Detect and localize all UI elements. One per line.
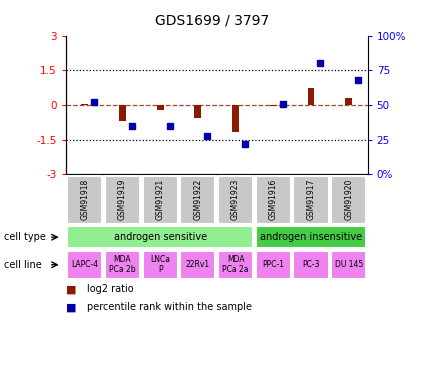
Text: DU 145: DU 145: [334, 260, 363, 269]
Text: GSM91920: GSM91920: [344, 179, 353, 220]
Bar: [270, 105, 277, 106]
Text: cell type: cell type: [4, 232, 46, 242]
Text: GSM91918: GSM91918: [80, 179, 89, 220]
Text: androgen insensitive: androgen insensitive: [260, 232, 362, 242]
Text: ■: ■: [66, 303, 76, 312]
Bar: [119, 105, 126, 121]
Text: percentile rank within the sample: percentile rank within the sample: [87, 303, 252, 312]
Text: log2 ratio: log2 ratio: [87, 285, 134, 294]
Text: GSM91923: GSM91923: [231, 179, 240, 220]
Bar: [81, 104, 88, 105]
Bar: [346, 98, 352, 105]
Text: LAPC-4: LAPC-4: [71, 260, 98, 269]
Text: MDA
PCa 2b: MDA PCa 2b: [109, 255, 136, 274]
Bar: [195, 105, 201, 118]
Text: GSM91919: GSM91919: [118, 179, 127, 220]
Text: GSM91921: GSM91921: [156, 179, 164, 220]
Bar: [232, 105, 239, 132]
Bar: [308, 88, 314, 105]
Text: GSM91922: GSM91922: [193, 179, 202, 220]
Text: PC-3: PC-3: [302, 260, 320, 269]
Bar: [157, 105, 164, 110]
Text: GDS1699 / 3797: GDS1699 / 3797: [156, 13, 269, 27]
Text: androgen sensitive: androgen sensitive: [113, 232, 207, 242]
Text: LNCa
P: LNCa P: [150, 255, 170, 274]
Text: GSM91917: GSM91917: [306, 179, 315, 220]
Text: 22Rv1: 22Rv1: [186, 260, 210, 269]
Text: MDA
PCa 2a: MDA PCa 2a: [222, 255, 249, 274]
Text: cell line: cell line: [4, 260, 42, 270]
Text: ■: ■: [66, 285, 76, 294]
Text: PPC-1: PPC-1: [262, 260, 284, 269]
Text: GSM91916: GSM91916: [269, 179, 278, 220]
